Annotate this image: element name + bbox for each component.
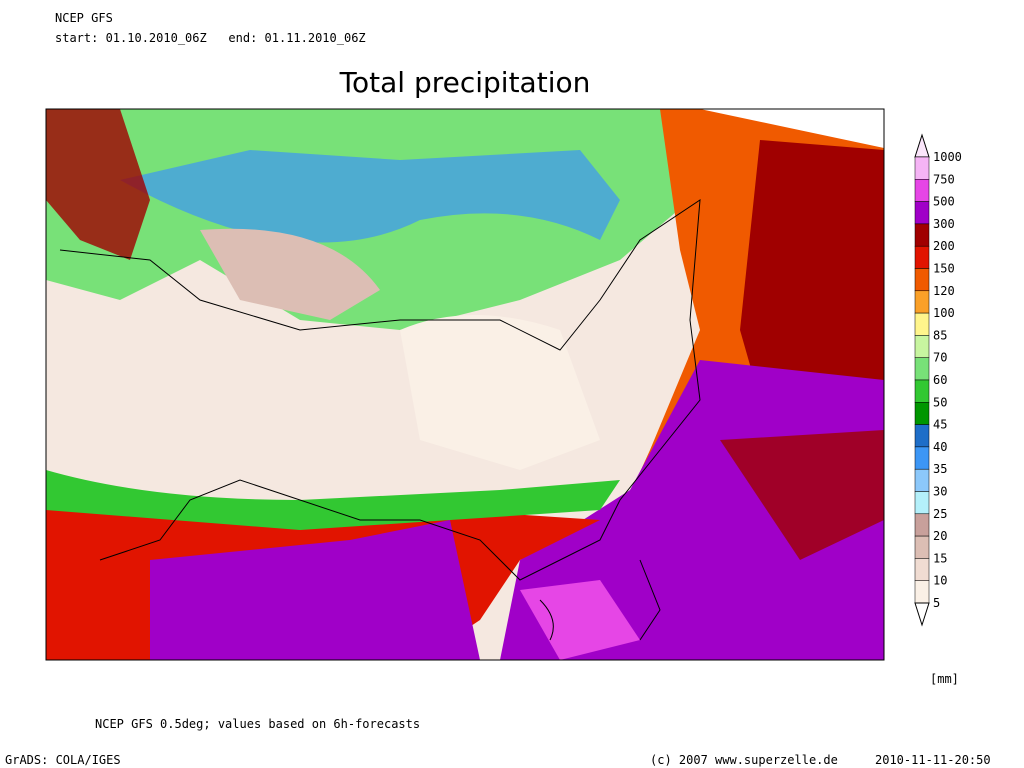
software-credit: GrADS: COLA/IGES — [5, 753, 121, 767]
colorbar-box — [914, 335, 930, 358]
colorbar-label: 45 — [933, 418, 947, 432]
colorbar-label: 40 — [933, 440, 947, 454]
colorbar-label: 15 — [933, 551, 947, 565]
colorbar-box — [914, 402, 930, 425]
colorbar-label: 35 — [933, 462, 947, 476]
colorbar-box — [914, 223, 930, 247]
colorbar-box — [914, 179, 930, 202]
colorbar-label: 120 — [933, 284, 955, 298]
model-label: NCEP GFS — [55, 11, 113, 25]
colorbar-label: 150 — [933, 262, 955, 276]
colorbar-label: 300 — [933, 217, 955, 231]
colorbar-label: 10 — [933, 574, 947, 588]
colorbar-box — [914, 580, 930, 604]
colorbar-box — [914, 245, 930, 269]
colorbar-box — [914, 468, 930, 492]
map-title: Total precipitation — [339, 66, 591, 99]
colorbar-label: 5 — [933, 596, 940, 610]
period-label: start: 01.10.2010_06Z end: 01.11.2010_06… — [55, 31, 366, 45]
colorbar-label: 200 — [933, 239, 955, 253]
map — [45, 108, 885, 661]
colorbar-box — [914, 446, 930, 470]
colorbar-label: 60 — [933, 373, 947, 387]
colorbar-label: 85 — [933, 328, 947, 342]
colorbar-label: 70 — [933, 351, 947, 365]
colorbar-box — [914, 312, 930, 336]
colorbar: 1000 750 500 300 200 150 120 100 85 70 60 50 45 40 35 3… — [914, 133, 962, 627]
colorbar-label: 25 — [933, 507, 947, 521]
colorbar-box — [914, 156, 930, 180]
colorbar-label: 20 — [933, 529, 947, 543]
colorbar-box — [914, 290, 930, 314]
colorbar-box — [914, 491, 930, 515]
colorbar-box — [914, 558, 930, 581]
colorbar-box — [914, 379, 930, 403]
colorbar-box — [914, 357, 930, 381]
colorbar-box — [914, 424, 930, 448]
copyright: (c) 2007 www.superzelle.de — [650, 753, 838, 767]
colorbar-label: 1000 — [933, 150, 962, 164]
colorbar-arrow — [914, 133, 930, 158]
colorbar-label: 100 — [933, 306, 955, 320]
footer-note: NCEP GFS 0.5deg; values based on 6h-fore… — [95, 717, 420, 731]
colorbar-label: 750 — [933, 172, 955, 186]
colorbar-label: 50 — [933, 395, 947, 409]
colorbar-box — [914, 201, 930, 225]
unit-label: [mm] — [930, 672, 959, 686]
timestamp: 2010-11-11-20:50 — [875, 753, 991, 767]
colorbar-arrow — [914, 602, 930, 627]
colorbar-box — [914, 535, 930, 559]
colorbar-label: 500 — [933, 195, 955, 209]
colorbar-box — [914, 268, 930, 292]
colorbar-box — [914, 513, 930, 537]
colorbar-label: 30 — [933, 485, 947, 499]
